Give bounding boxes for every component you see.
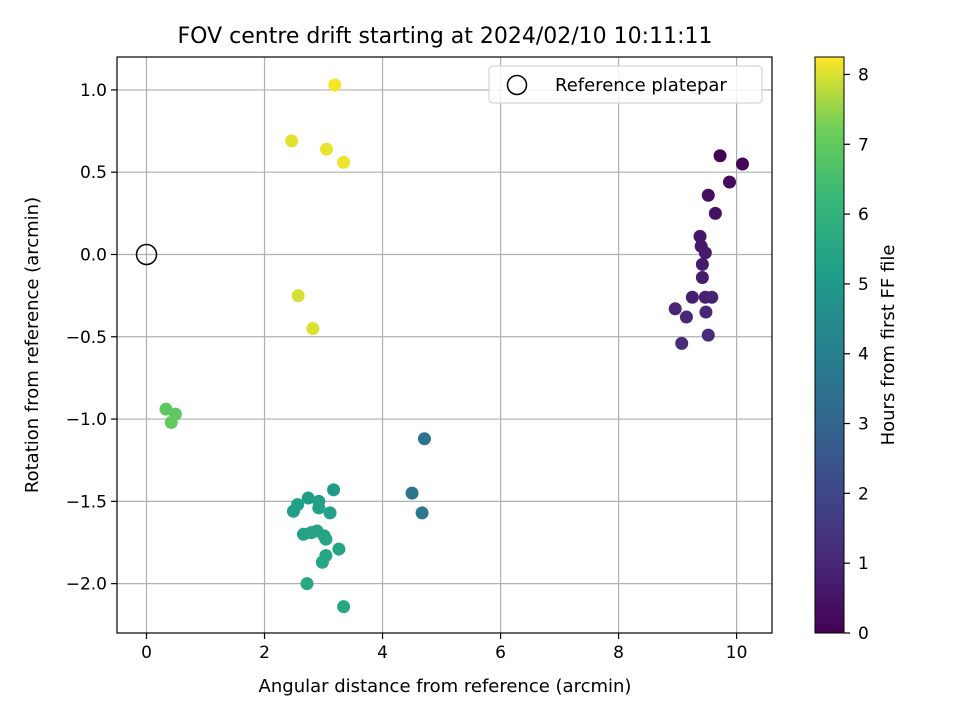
reference-layer bbox=[135, 243, 158, 266]
colorbar-tick-label: 2 bbox=[858, 484, 869, 504]
data-point bbox=[327, 483, 341, 497]
x-axis-ticks: 0 2 4 6 8 10 bbox=[141, 633, 747, 663]
colorbar-tick-label: 8 bbox=[858, 65, 869, 85]
data-point bbox=[675, 336, 689, 350]
legend-label-reference: Reference platepar bbox=[555, 75, 727, 96]
data-point bbox=[337, 155, 351, 169]
data-point bbox=[315, 555, 329, 569]
data-point bbox=[300, 577, 314, 591]
x-tick-label: 6 bbox=[495, 643, 506, 663]
grid bbox=[117, 57, 772, 633]
legend-marker-reference bbox=[506, 74, 528, 96]
data-point bbox=[705, 290, 719, 304]
data-point bbox=[679, 310, 693, 324]
data-point bbox=[693, 229, 707, 243]
colorbar-tick-label: 4 bbox=[858, 345, 869, 365]
data-point bbox=[735, 157, 749, 171]
reference-platepar-marker bbox=[135, 243, 158, 266]
y-tick-label: −1.0 bbox=[66, 410, 107, 430]
data-point bbox=[417, 432, 431, 446]
plot-frame bbox=[116, 56, 773, 634]
data-point bbox=[164, 415, 178, 429]
colorbar-tick-label: 5 bbox=[858, 275, 869, 295]
data-point bbox=[319, 532, 333, 546]
y-tick-label: 1.0 bbox=[80, 81, 107, 101]
data-point bbox=[312, 501, 326, 515]
colorbar-tick-label: 0 bbox=[858, 624, 869, 644]
data-point bbox=[695, 271, 709, 285]
data-point bbox=[668, 302, 682, 316]
data-point bbox=[695, 257, 709, 271]
data-point bbox=[713, 149, 727, 163]
data-point bbox=[291, 289, 305, 303]
data-point bbox=[685, 290, 699, 304]
legend: Reference platepar bbox=[488, 65, 763, 104]
colorbar-label: Hours from first FF file bbox=[878, 245, 899, 446]
data-point bbox=[328, 78, 342, 92]
x-tick-label: 0 bbox=[141, 643, 152, 663]
data-point bbox=[701, 188, 715, 202]
data-point bbox=[319, 142, 333, 156]
data-point bbox=[332, 542, 346, 556]
data-point bbox=[698, 246, 712, 260]
data-point bbox=[701, 328, 715, 342]
y-tick-label: −2.0 bbox=[66, 575, 107, 595]
data-point bbox=[723, 175, 737, 189]
x-tick-label: 10 bbox=[726, 643, 748, 663]
data-point bbox=[415, 506, 429, 520]
colorbar-tick-label: 6 bbox=[858, 205, 869, 225]
colorbar-gradient bbox=[814, 56, 845, 634]
data-point bbox=[323, 506, 337, 520]
y-axis-ticks: 1.0 0.5 0.0 −0.5 −1.0 −1.5 −2.0 bbox=[66, 81, 117, 595]
scatter-points bbox=[159, 78, 749, 614]
data-point bbox=[708, 206, 722, 220]
y-tick-label: −0.5 bbox=[66, 328, 107, 348]
colorbar-ticks: 0 1 2 3 4 5 6 7 8 bbox=[844, 65, 869, 644]
data-point bbox=[699, 305, 713, 319]
colorbar: 0 1 2 3 4 5 6 7 8 Hours from first FF file bbox=[814, 56, 899, 644]
y-tick-label: −1.5 bbox=[66, 492, 107, 512]
data-point bbox=[337, 600, 351, 614]
data-point bbox=[306, 322, 320, 336]
colorbar-tick-label: 1 bbox=[858, 554, 869, 574]
data-point bbox=[405, 486, 419, 500]
data-point bbox=[301, 491, 315, 505]
x-axis-label: Angular distance from reference (arcmin) bbox=[259, 676, 632, 697]
colorbar-tick-label: 7 bbox=[858, 135, 869, 155]
y-axis-label: Rotation from reference (arcmin) bbox=[22, 197, 43, 493]
data-point bbox=[286, 504, 300, 518]
chart-title: FOV centre drift starting at 2024/02/10 … bbox=[178, 24, 713, 49]
y-tick-label: 0.5 bbox=[80, 163, 107, 183]
x-tick-label: 4 bbox=[377, 643, 388, 663]
colorbar-tick-label: 3 bbox=[858, 415, 869, 435]
x-tick-label: 8 bbox=[613, 643, 624, 663]
legend-box bbox=[488, 65, 763, 104]
x-tick-label: 2 bbox=[259, 643, 270, 663]
data-point bbox=[285, 134, 299, 148]
y-tick-label: 0.0 bbox=[80, 245, 107, 265]
